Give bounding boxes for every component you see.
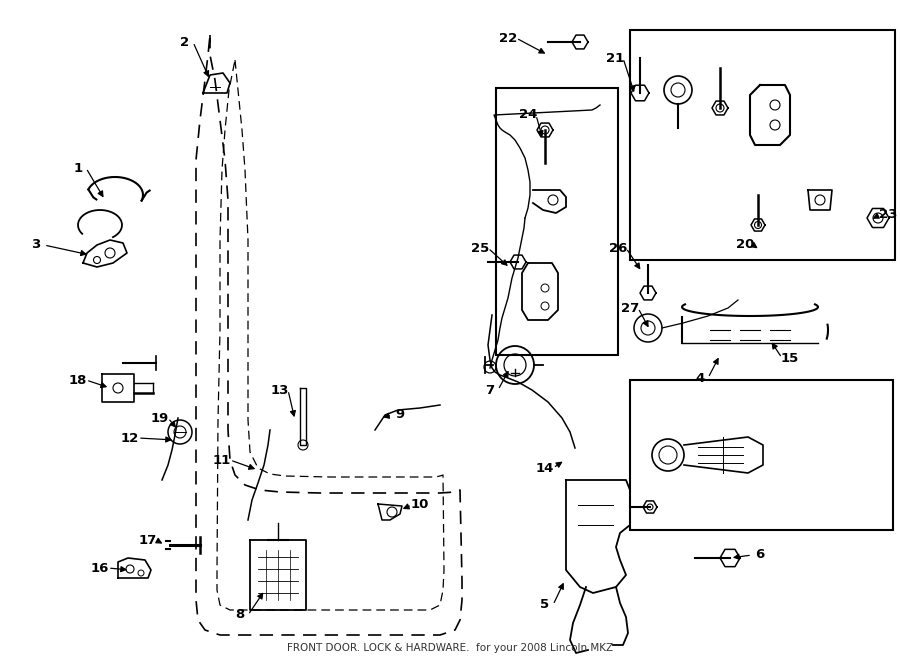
- Text: 23: 23: [878, 208, 897, 221]
- Text: 21: 21: [606, 52, 624, 65]
- Bar: [496, 88, 618, 355]
- Text: FRONT DOOR. LOCK & HARDWARE.  for your 2008 Lincoln MKZ: FRONT DOOR. LOCK & HARDWARE. for your 20…: [287, 643, 613, 653]
- Text: 20: 20: [736, 239, 754, 251]
- Text: 6: 6: [755, 549, 765, 561]
- Text: 19: 19: [151, 412, 169, 424]
- Text: 18: 18: [68, 373, 87, 387]
- Text: 16: 16: [91, 561, 109, 574]
- Text: 8: 8: [236, 609, 245, 621]
- Text: 17: 17: [139, 533, 158, 547]
- Text: 4: 4: [696, 371, 705, 385]
- Text: 3: 3: [32, 239, 40, 251]
- Text: 10: 10: [410, 498, 429, 512]
- Text: 1: 1: [74, 161, 83, 175]
- Text: 27: 27: [621, 301, 639, 315]
- Text: 24: 24: [518, 108, 537, 122]
- Text: 11: 11: [213, 453, 231, 467]
- Text: 9: 9: [395, 408, 405, 422]
- Bar: [630, 380, 893, 530]
- Text: 7: 7: [485, 383, 495, 397]
- Text: 15: 15: [781, 352, 799, 364]
- Text: 14: 14: [536, 461, 554, 475]
- Text: 5: 5: [540, 598, 550, 611]
- Text: 2: 2: [180, 36, 190, 48]
- Text: 26: 26: [608, 241, 627, 254]
- Text: 25: 25: [471, 241, 489, 254]
- Text: 12: 12: [121, 432, 140, 444]
- Bar: [630, 30, 895, 260]
- Text: 22: 22: [499, 32, 517, 44]
- Text: 13: 13: [271, 383, 289, 397]
